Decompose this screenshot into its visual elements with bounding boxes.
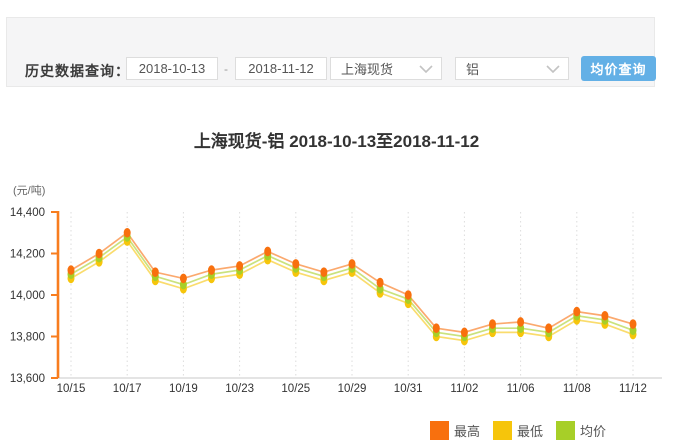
y-tick-label: 13,800 [10,332,45,344]
data-point-marker [95,248,103,259]
legend-swatch-icon [556,421,576,440]
chart-legend: 最高 最低 均价 [430,421,619,440]
data-point-marker [67,265,75,275]
legend-label: 均价 [580,424,607,439]
data-point-marker [432,323,440,333]
x-tick-label: 11/06 [507,383,535,395]
date-to-input[interactable] [235,57,327,80]
date-from-input[interactable] [126,57,218,80]
data-point-marker [460,327,468,338]
legend-item-2[interactable]: 均价 [556,421,606,440]
x-tick-label: 10/31 [394,383,423,395]
y-tick-label: 14,400 [10,207,45,219]
data-point-marker [517,317,525,327]
data-point-marker [545,323,553,333]
data-point-marker [376,277,384,288]
data-point-marker [123,227,131,238]
x-tick-label: 10/19 [169,383,198,395]
date-separator: - [224,62,228,76]
data-point-marker [236,261,244,271]
data-point-marker [292,259,300,269]
y-tick-label: 13,600 [10,373,45,385]
query-label: 历史数据查询： [25,63,130,79]
series-line-2 [70,235,634,338]
x-tick-label: 10/25 [281,383,310,395]
data-point-marker [320,267,328,277]
legend-label: 最低 [517,424,544,439]
x-tick-label: 11/08 [563,383,591,395]
chart-title: 上海现货-铝 2018-10-13至2018-11-12 [193,132,480,151]
x-tick-label: 10/15 [57,383,86,395]
data-point-marker [179,273,187,284]
x-tick-label: 10/17 [113,383,142,395]
data-point-marker [489,319,496,329]
legend-label: 最高 [454,424,481,439]
x-tick-label: 10/23 [225,383,254,395]
y-tick-label: 14,000 [10,290,45,302]
price-line-chart: 14,400 14,200 14,000 13,800 13,600 10/15 10/17… [10,207,662,395]
legend-swatch-icon [493,421,513,440]
data-point-marker [348,259,356,269]
x-tick-label: 11/12 [619,383,647,395]
y-axis-unit-label: (元/吨) [13,185,46,197]
market-select-value: 上海现货 [341,62,394,77]
product-select-value: 铝 [466,62,480,77]
legend-item-0[interactable]: 最高 [430,421,480,440]
product-select[interactable]: 铝 [455,57,569,80]
data-point-marker [629,319,637,329]
data-point-marker [404,290,412,300]
x-tick-label: 11/02 [450,383,478,395]
legend-swatch-icon [430,421,449,440]
chevron-down-icon [419,64,433,73]
chevron-down-icon [546,64,560,73]
data-point-marker [601,310,609,321]
data-point-marker [573,306,581,317]
data-point-marker [208,265,215,275]
average-price-query-button[interactable]: 均价查询 [581,56,656,81]
data-point-marker [151,267,159,277]
x-tick-label: 10/29 [338,383,367,395]
data-point-marker [264,246,272,257]
y-tick-label: 14,200 [10,249,45,261]
query-panel: 历史数据查询： - 上海现货 铝 均价查询 [6,17,656,87]
legend-item-1[interactable]: 最低 [493,421,543,440]
market-select[interactable]: 上海现货 [330,57,442,80]
